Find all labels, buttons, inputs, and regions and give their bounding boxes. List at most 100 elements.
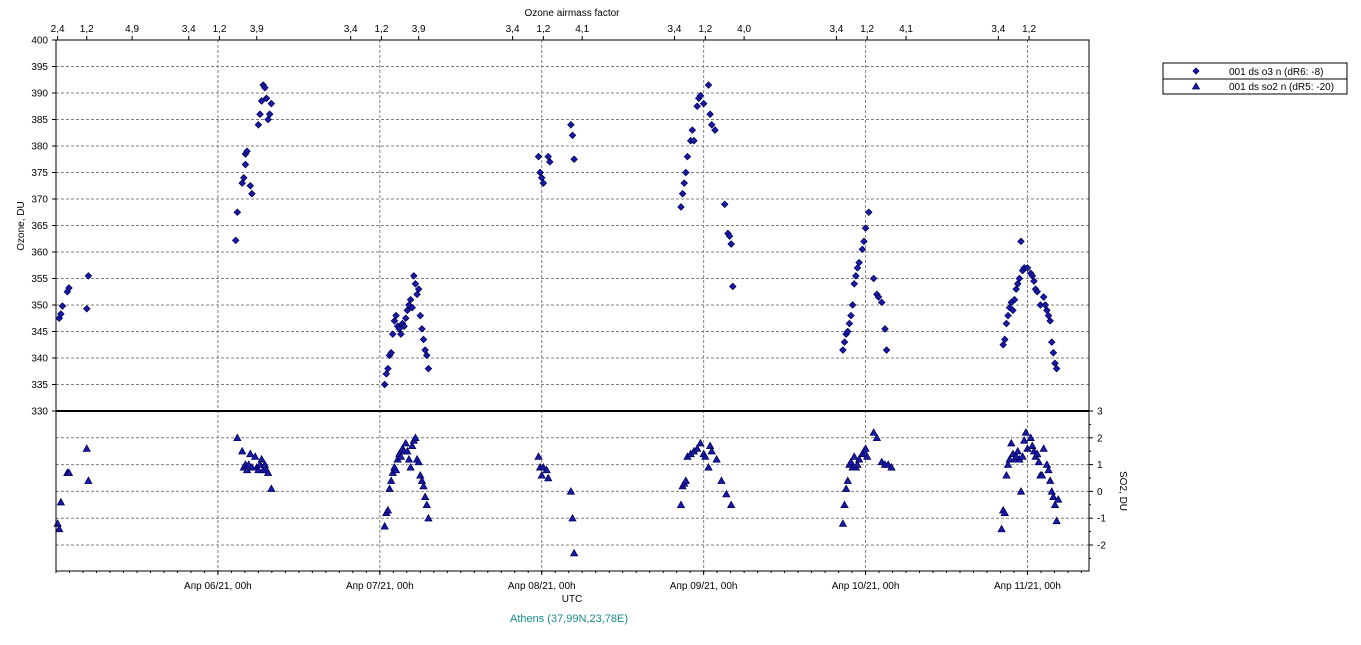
top-tick-label: 3,9 <box>412 24 426 35</box>
ozone-point <box>411 280 420 288</box>
so2-point <box>1007 438 1016 447</box>
so2-tick-label: 0 <box>1097 487 1103 498</box>
ozone-point <box>82 304 91 313</box>
so2-point <box>1049 492 1058 500</box>
so2-point <box>1003 460 1013 468</box>
so2-point <box>401 438 410 447</box>
ozone-point <box>401 314 410 323</box>
x-tick-label: Апр 10/21, 00h <box>832 581 900 592</box>
so2-point <box>1044 465 1053 474</box>
so2-point <box>534 452 543 460</box>
ozone-point <box>1039 293 1048 301</box>
ozone-point <box>231 236 240 245</box>
so2-point <box>1013 446 1022 455</box>
x-tick-label: Апр 07/21, 00h <box>346 581 414 592</box>
ozone-point <box>704 81 713 89</box>
so2-point <box>1052 516 1061 525</box>
ozone-point <box>539 179 548 187</box>
ozone-tick-label: 330 <box>31 407 48 418</box>
top-tick-label: 3,4 <box>829 24 843 35</box>
ozone-point <box>568 131 577 140</box>
so2-point <box>1028 441 1037 450</box>
ozone-point <box>419 335 428 344</box>
ozone-point <box>567 121 575 129</box>
so2-point <box>246 449 255 458</box>
ozone-point <box>847 311 855 320</box>
top-tick-label: 4,0 <box>737 24 751 35</box>
so2-point <box>247 462 257 471</box>
ozone-point <box>720 200 729 209</box>
so2-point <box>704 462 713 471</box>
so2-point <box>260 460 270 468</box>
so2-point <box>705 441 715 450</box>
ozone-point <box>257 97 266 105</box>
top-tick-label: 1,2 <box>213 24 227 35</box>
ozone-point <box>261 83 269 92</box>
so2-point <box>1018 452 1027 460</box>
ozone-point <box>1023 264 1032 272</box>
ozone-point <box>881 325 889 333</box>
so2-point <box>64 468 74 476</box>
ozone-point <box>534 152 543 161</box>
ozone-point <box>1017 237 1025 246</box>
ozone-point <box>262 94 271 103</box>
ozone-point <box>58 302 67 310</box>
ozone-point <box>1005 303 1014 312</box>
ozone-point <box>678 189 687 198</box>
ozone-point <box>1013 280 1022 288</box>
so2-point <box>701 452 710 460</box>
ozone-point <box>1052 364 1061 373</box>
so2-point <box>82 444 91 452</box>
so2-point <box>1021 428 1031 436</box>
so2-point <box>692 444 702 452</box>
so2-point <box>1039 444 1048 452</box>
ozone-point <box>865 208 873 217</box>
so2-point <box>853 460 862 468</box>
ozone-point <box>682 168 690 177</box>
top-tick-label: 3,4 <box>668 24 682 35</box>
so2-tick-label: 3 <box>1097 407 1103 418</box>
ozone-point <box>727 240 735 248</box>
ozone-point <box>688 126 697 134</box>
so2-point <box>717 476 726 484</box>
legend-entry-so2: 001 ds so2 n (dR5: -20) <box>1229 82 1334 93</box>
so2-point <box>414 457 423 466</box>
so2-point <box>1002 470 1011 479</box>
so2-point <box>887 462 896 471</box>
top-tick-label: 3,4 <box>344 24 358 35</box>
ozone-point <box>1033 287 1041 296</box>
ozone-point <box>384 364 392 373</box>
ozone-point <box>406 295 415 304</box>
top-tick-label: 1,2 <box>536 24 550 35</box>
so2-point <box>566 487 576 495</box>
ozone-point <box>1004 311 1012 320</box>
top-tick-label: 3,4 <box>991 24 1005 35</box>
so2-point <box>1047 487 1056 495</box>
so2-point <box>233 433 242 442</box>
ozone-tick-label: 350 <box>31 301 48 312</box>
so2-point <box>391 465 401 474</box>
ozone-point <box>699 99 708 108</box>
ozone-point <box>400 322 408 330</box>
ozone-tick-label: 380 <box>31 142 48 153</box>
ozone-point <box>389 330 397 338</box>
so2-point <box>544 473 553 482</box>
so2-point <box>850 452 859 460</box>
ozone-point <box>858 245 867 254</box>
so2-point <box>257 454 266 463</box>
ozone-point <box>265 110 274 118</box>
ozone-point <box>410 272 418 280</box>
ozone-point <box>1010 295 1019 304</box>
plot-frame <box>55 39 1090 572</box>
ozone-point <box>696 91 705 100</box>
so2-point <box>840 500 849 509</box>
so2-point <box>56 497 66 506</box>
so2-point <box>424 513 433 522</box>
so2-point <box>1033 449 1042 458</box>
ozone-point <box>416 311 425 320</box>
legend-triangle-icon <box>1191 82 1201 90</box>
so2-point <box>250 452 260 460</box>
so2-point <box>411 433 420 442</box>
ozone-point <box>683 152 692 161</box>
